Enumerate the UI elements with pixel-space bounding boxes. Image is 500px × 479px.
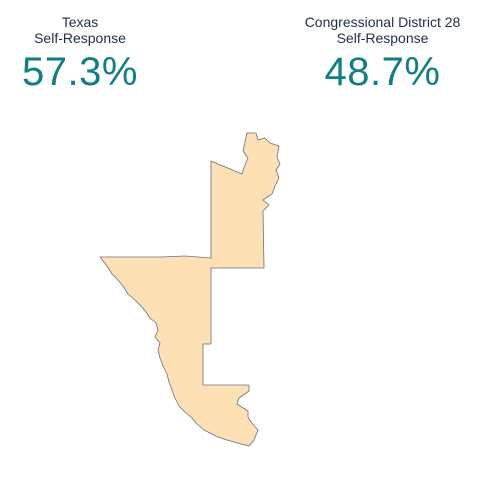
district-map [99, 132, 281, 447]
district-rate-value: 48.7% [324, 50, 441, 94]
state-self-response-stat: Texas Self-Response 57.3% [10, 14, 150, 94]
state-name-label: Texas [61, 14, 99, 30]
state-rate-value: 57.3% [22, 50, 138, 94]
state-metric-label: Self-Response [34, 30, 126, 46]
district-self-response-stat: Congressional District 28 Self-Response … [285, 14, 480, 94]
district-boundary-shape [99, 132, 281, 447]
district-metric-label: Self-Response [336, 30, 429, 46]
district-name-label: Congressional District 28 [304, 14, 461, 30]
